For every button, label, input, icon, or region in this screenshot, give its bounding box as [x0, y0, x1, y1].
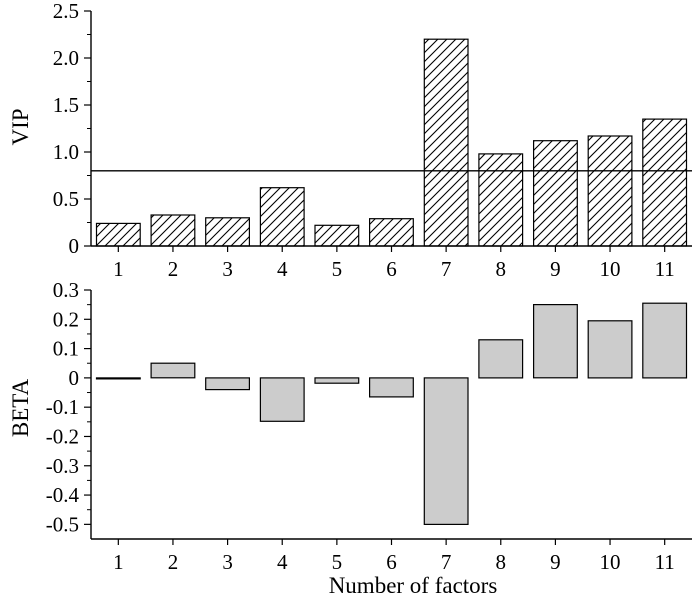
- beta-bar-11: [642, 302, 688, 379]
- beta-x-axis-label: Number of factors: [329, 573, 498, 598]
- vip-y-tick-label: 2.5: [53, 0, 79, 23]
- vip-bar-6: [369, 218, 414, 247]
- beta-x-tick-label: 9: [550, 550, 561, 574]
- vip-y-axis: 0 0.5 1.0 1.5 2.0 2.5: [53, 0, 92, 258]
- vip-x-axis: 1 2 3 4 5 6 7 8 9 10 11: [91, 245, 692, 281]
- vip-bar-4: [259, 187, 305, 247]
- beta-x-tick-label: 1: [113, 550, 124, 574]
- vip-bar-11: [642, 118, 688, 247]
- beta-x-tick-label: 4: [277, 550, 288, 574]
- vip-bar-1: [95, 222, 141, 247]
- beta-y-tick-label: -0.1: [46, 395, 79, 419]
- beta-bars: [95, 302, 688, 525]
- vip-x-tick-label: 8: [496, 257, 507, 281]
- vip-y-tick-label: 0.5: [53, 187, 79, 211]
- beta-x-tick-label: 3: [222, 550, 233, 574]
- vip-y-tick-label: 1.5: [53, 93, 79, 117]
- vip-x-tick-label: 4: [277, 257, 288, 281]
- beta-x-tick-label: 2: [168, 550, 179, 574]
- beta-bar-10: [587, 320, 633, 379]
- vip-bar-2: [150, 214, 196, 247]
- beta-bar-9: [532, 304, 578, 379]
- beta-chart: 0.3 0.2 0.1 0 -0.1 -0.2 -0.3 -0.4 -0.5 1 2 3 4 5 6 7 8 9…: [8, 278, 692, 598]
- vip-bar-7: [423, 38, 469, 247]
- vip-x-tick-label: 11: [655, 257, 675, 281]
- beta-bar-1: [95, 377, 141, 380]
- beta-y-tick-label: -0.3: [46, 454, 79, 478]
- vip-bars: [95, 38, 688, 247]
- vip-x-tick-label: 10: [600, 257, 621, 281]
- vip-bar-5: [314, 224, 360, 247]
- beta-x-tick-label: 8: [496, 550, 507, 574]
- beta-bar-5: [314, 377, 360, 384]
- beta-x-tick-label: 10: [600, 550, 621, 574]
- beta-y-tick-label: -0.5: [46, 512, 79, 536]
- vip-y-tick-label: 2.0: [53, 46, 79, 70]
- beta-bar-3: [205, 377, 250, 391]
- beta-bar-7: [423, 377, 469, 525]
- beta-y-tick-label: 0.1: [53, 337, 79, 361]
- beta-bar-2: [150, 362, 196, 379]
- beta-x-axis: 1 2 3 4 5 6 7 8 9 10 11: [91, 538, 692, 574]
- vip-x-tick-label: 6: [386, 257, 397, 281]
- vip-chart: 0 0.5 1.0 1.5 2.0 2.5 1 2 3 4 5 6 7 8 9 10 11 VIP: [8, 0, 692, 281]
- vip-x-tick-label: 2: [168, 257, 179, 281]
- beta-y-tick-label: 0: [69, 366, 80, 390]
- beta-y-tick-label: -0.4: [46, 483, 80, 507]
- beta-x-tick-label: 5: [332, 550, 343, 574]
- beta-bar-8: [478, 339, 524, 379]
- beta-x-tick-label: 6: [386, 550, 397, 574]
- beta-x-tick-label: 7: [441, 550, 452, 574]
- beta-bar-4: [259, 377, 305, 422]
- vip-y-tick-label: 0: [69, 234, 80, 258]
- vip-x-tick-label: 9: [550, 257, 561, 281]
- beta-y-tick-label: 0.3: [53, 278, 79, 302]
- beta-y-axis: 0.3 0.2 0.1 0 -0.1 -0.2 -0.3 -0.4 -0.5: [46, 278, 92, 539]
- vip-x-tick-label: 1: [113, 257, 124, 281]
- beta-y-tick-label: -0.2: [46, 424, 79, 448]
- beta-y-axis-label: BETA: [8, 379, 33, 438]
- beta-y-tick-label: 0.2: [53, 307, 79, 331]
- vip-bar-8: [478, 153, 524, 247]
- beta-x-tick-label: 11: [655, 550, 675, 574]
- vip-x-tick-label: 3: [222, 257, 233, 281]
- vip-y-tick-label: 1.0: [53, 140, 79, 164]
- vip-bar-3: [205, 217, 250, 247]
- vip-x-tick-label: 7: [441, 257, 452, 281]
- beta-bar-6: [369, 377, 414, 398]
- vip-bar-10: [587, 135, 633, 247]
- vip-y-axis-label: VIP: [8, 108, 33, 145]
- vip-x-tick-label: 5: [332, 257, 343, 281]
- vip-bar-9: [532, 140, 578, 247]
